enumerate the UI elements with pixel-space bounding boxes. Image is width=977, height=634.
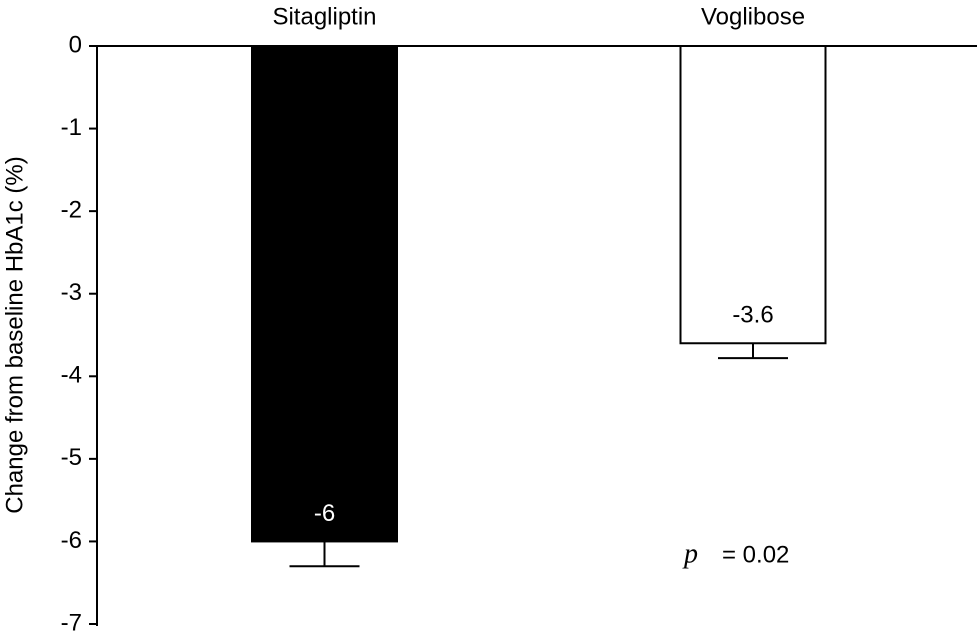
annotation-symbol: p	[682, 538, 698, 569]
value-label: -3.6	[732, 302, 773, 329]
bar	[251, 45, 398, 543]
y-axis-label: Change from baseline HbA1c (%)	[1, 156, 28, 514]
category-label: Sitagliptin	[272, 3, 376, 30]
y-tick-label: 0	[69, 31, 82, 58]
y-tick-label: -7	[61, 609, 82, 634]
y-tick-label: -3	[61, 279, 82, 306]
y-tick-label: -4	[61, 362, 82, 389]
y-tick-label: -6	[61, 527, 82, 554]
annotation-text: = 0.02	[722, 541, 789, 568]
y-tick-label: -5	[61, 444, 82, 471]
y-tick-label: -2	[61, 196, 82, 223]
value-label: -6	[314, 500, 335, 527]
y-tick-label: -1	[61, 114, 82, 141]
category-label: Voglibose	[701, 3, 805, 30]
bar	[679, 45, 827, 345]
